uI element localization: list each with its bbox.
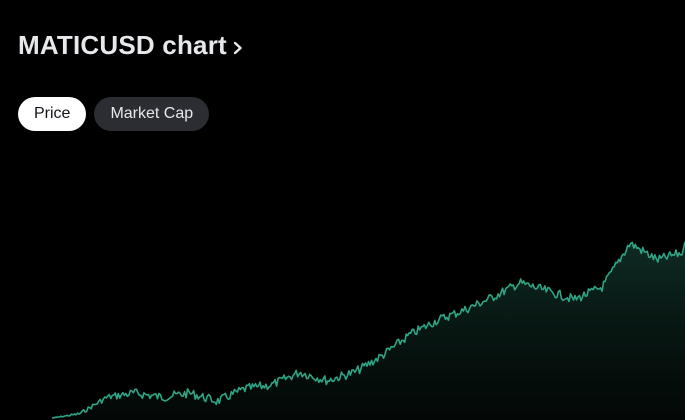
chart-title-link[interactable]: MATICUSD chart bbox=[18, 30, 243, 61]
chevron-right-icon bbox=[233, 41, 243, 55]
page-title: MATICUSD chart bbox=[18, 30, 227, 60]
tab-price[interactable]: Price bbox=[18, 97, 87, 131]
chart-mode-tabs: Price Market Cap bbox=[18, 97, 210, 131]
price-line bbox=[51, 241, 685, 419]
tab-market-cap[interactable]: Market Cap bbox=[94, 97, 210, 131]
price-area-fill bbox=[52, 241, 685, 420]
